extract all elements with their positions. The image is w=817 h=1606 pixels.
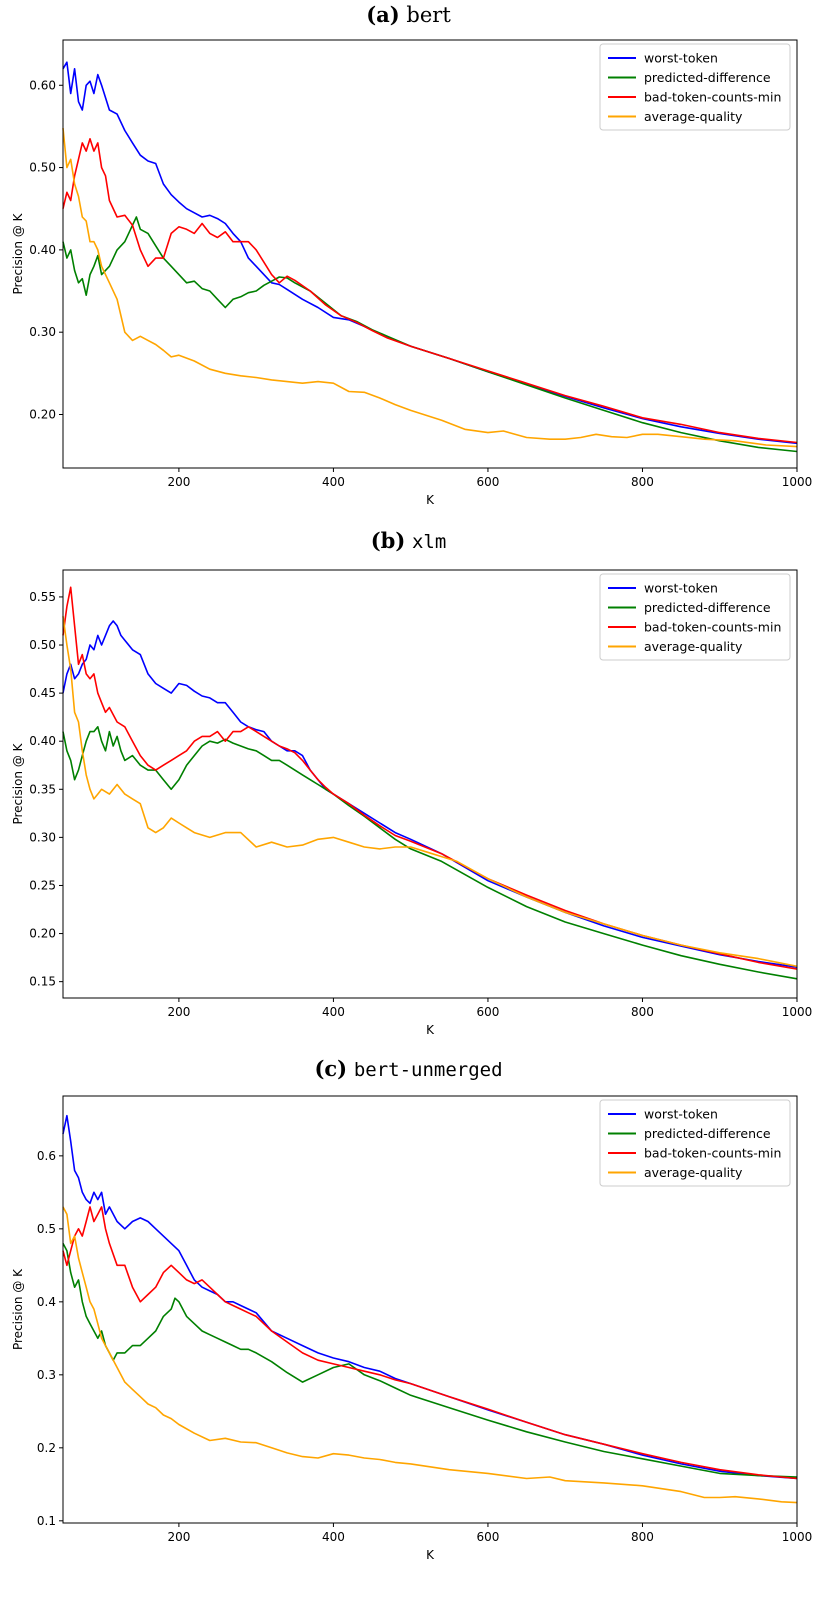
panel-b-y-tick-label: 0.40 [29, 734, 56, 748]
panel-c-name: bert-unmerged [353, 1059, 503, 1081]
panel-c-axes-frame [62, 1095, 798, 1524]
panel-b-series-predicted-difference-line [62, 726, 798, 980]
panel-a-y-tick-label: 0.60 [29, 78, 56, 92]
panel-c-x-tick-label: 600 [476, 1530, 499, 1544]
panel-b-y-tick-label: 0.50 [29, 638, 56, 652]
panel-a-name: bert [406, 3, 451, 27]
panel-c-y-tick-label: 0.2 [37, 1441, 56, 1455]
panel-c-series-predicted-difference-line [62, 1243, 798, 1478]
panel-a-legend-label-predicted-difference: predicted-difference [644, 70, 771, 85]
panel-b-x-axis-label: K [426, 1023, 435, 1037]
panel-b-y-tick-label: 0.55 [29, 590, 56, 604]
panel-c-x-tick-label: 800 [631, 1530, 654, 1544]
panel-c-y-tick-label: 0.4 [37, 1295, 56, 1309]
panel-a-title: (a) bert [0, 2, 817, 27]
panel-c-x-tick-label: 1000 [782, 1530, 813, 1544]
panel-b-y-tick-label: 0.25 [29, 878, 56, 892]
panel-b-legend-label-average-quality: average-quality [644, 639, 743, 654]
panel-a-y-tick-label: 0.40 [29, 243, 56, 257]
panel-c-legend-label-bad-token-counts-min: bad-token-counts-min [644, 1146, 781, 1161]
panel-c-y-tick-label: 0.5 [37, 1222, 56, 1236]
panel-a-x-tick-label: 400 [322, 475, 345, 489]
panel-c-y-tick-label: 0.3 [37, 1368, 56, 1382]
panel-c-series-average-quality-line [62, 1206, 798, 1504]
panel-a-y-tick-label: 0.20 [29, 408, 56, 422]
panel-b-series-average-quality-line [62, 616, 798, 968]
panel-a-y-axis-label: Precision @ K [11, 212, 25, 294]
panel-c-x-tick-label: 400 [322, 1530, 345, 1544]
panel-c-legend-label-worst-token: worst-token [644, 1107, 718, 1122]
panel-b-title: (b) xlm [0, 528, 817, 553]
panel-b-name: xlm [411, 531, 447, 553]
panel-b-y-tick-label: 0.20 [29, 927, 56, 941]
panel-b-x-tick-label: 800 [631, 1005, 654, 1019]
panel-b-x-tick-label: 600 [476, 1005, 499, 1019]
panel-a-x-tick-label: 1000 [782, 475, 813, 489]
panel-c-y-tick-label: 0.1 [37, 1514, 56, 1528]
panel-b-x-tick-label: 400 [322, 1005, 345, 1019]
panel-c-tag: (c) [314, 1056, 348, 1081]
panel-b-x-tick-label: 1000 [782, 1005, 813, 1019]
panel-c-legend-box [599, 1099, 791, 1187]
panel-b-series-worst-token-line [62, 620, 798, 968]
panel-a-legend-box [599, 43, 791, 131]
panel-c-x-axis-label: K [426, 1548, 435, 1562]
panel-b-legend-label-bad-token-counts-min: bad-token-counts-min [644, 620, 781, 635]
panel-b-y-tick-label: 0.15 [29, 975, 56, 989]
panel-c-legend-label-predicted-difference: predicted-difference [644, 1126, 771, 1141]
panel-a-y-tick-label: 0.30 [29, 325, 56, 339]
panel-b-y-axis-label: Precision @ K [11, 742, 25, 824]
panel-b-y-tick-label: 0.35 [29, 782, 56, 796]
panel-a-legend-label-worst-token: worst-token [644, 51, 718, 66]
panel-c-y-tick-label: 0.6 [37, 1149, 56, 1163]
panel-b-legend-box [599, 573, 791, 661]
panel-a-tag: (a) [366, 2, 400, 27]
panel-c-title: (c) bert-unmerged [0, 1056, 817, 1081]
panel-b-legend-label-worst-token: worst-token [644, 581, 718, 596]
panel-a-legend-label-average-quality: average-quality [644, 109, 743, 124]
panel-b-y-tick-label: 0.45 [29, 686, 56, 700]
panel-a-legend-label-bad-token-counts-min: bad-token-counts-min [644, 90, 781, 105]
panel-a-y-tick-label: 0.50 [29, 161, 56, 175]
panel-c-y-axis-label: Precision @ K [11, 1268, 25, 1350]
panel-a-series-bad-token-counts-min-line [62, 138, 798, 444]
panel-b-x-tick-label: 200 [167, 1005, 190, 1019]
panel-b-y-tick-label: 0.30 [29, 830, 56, 844]
panel-b-series-bad-token-counts-min-line [62, 586, 798, 970]
panel-a-axes-frame [62, 39, 798, 469]
panel-b-tag: (b) [370, 528, 406, 553]
panel-c-x-tick-label: 200 [167, 1530, 190, 1544]
panel-b-legend-label-predicted-difference: predicted-difference [644, 600, 771, 615]
panel-c-legend-label-average-quality: average-quality [644, 1165, 743, 1180]
panel-c-series-bad-token-counts-min-line [62, 1206, 798, 1480]
panel-a-x-tick-label: 800 [631, 475, 654, 489]
panel-a-x-axis-label: K [426, 493, 435, 507]
panel-a-x-tick-label: 600 [476, 475, 499, 489]
panel-a-series-average-quality-line [62, 128, 798, 448]
panel-b-axes-frame [62, 569, 798, 999]
panel-a-x-tick-label: 200 [167, 475, 190, 489]
